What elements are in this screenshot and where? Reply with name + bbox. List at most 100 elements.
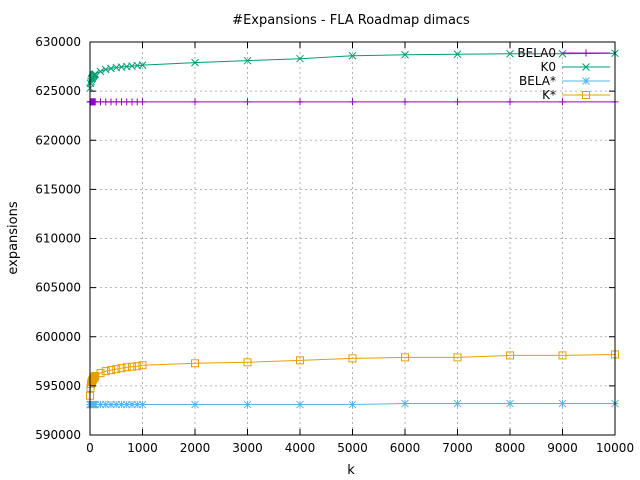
data-point [133, 362, 142, 371]
legend-entry: K0 [540, 60, 610, 74]
data-point [133, 400, 142, 409]
x-tick-label: 1000 [127, 441, 158, 455]
legend-marker [582, 63, 590, 71]
legend-marker [582, 91, 590, 99]
x-tick-label: 7000 [442, 441, 473, 455]
y-tick-label: 595000 [35, 379, 81, 393]
x-tick-label: 5000 [337, 441, 368, 455]
data-point [454, 98, 461, 106]
legend-label: K* [542, 88, 556, 102]
y-tick-label: 610000 [35, 232, 81, 246]
legend-label: BELA* [519, 74, 556, 88]
legend-entry: K* [542, 88, 610, 102]
axis-ticks: 0 1000 2000 3000 4000 5000 6000 7000 8000 9000 100… [35, 35, 634, 455]
data-point [191, 58, 199, 67]
series-layer [86, 49, 619, 409]
series-3 [86, 399, 619, 409]
data-point [128, 400, 136, 409]
data-point [506, 399, 514, 408]
x-tick-label: 0 [86, 441, 94, 455]
legend-entry: BELA* [519, 74, 610, 88]
data-point [296, 356, 304, 365]
y-tick-label: 605000 [35, 281, 81, 295]
data-point [453, 399, 462, 408]
y-tick-label: 600000 [35, 330, 81, 344]
data-point [401, 399, 409, 408]
data-point [349, 98, 356, 106]
legend-marker [582, 77, 590, 85]
data-point [101, 367, 110, 376]
data-point [401, 98, 409, 106]
data-point [91, 372, 100, 381]
data-point [128, 362, 136, 371]
data-point [558, 351, 567, 360]
data-point [117, 364, 126, 373]
grid [90, 42, 615, 435]
data-point [138, 361, 147, 370]
y-tick-label: 615000 [35, 182, 81, 196]
y-tick-label: 630000 [35, 35, 81, 49]
data-point [191, 359, 199, 368]
legend-marker [582, 49, 590, 57]
legend-entry: BELA0 [517, 46, 610, 60]
series-2 [86, 49, 619, 93]
legend-label: BELA0 [517, 46, 556, 60]
data-point [138, 61, 147, 69]
chart-title: #Expansions - FLA Roadmap dimacs [232, 13, 470, 28]
x-tick-label: 2000 [180, 441, 211, 455]
data-point [401, 50, 409, 59]
data-point [191, 400, 199, 409]
series-4 [86, 350, 619, 400]
data-point [138, 400, 147, 409]
x-axis-title: k [347, 463, 355, 478]
data-point [243, 400, 252, 409]
data-point [91, 400, 100, 409]
data-point [91, 70, 100, 78]
data-point [401, 353, 409, 362]
data-point [122, 400, 131, 409]
data-point [558, 49, 567, 58]
data-point [348, 400, 357, 409]
legend-label: K0 [540, 60, 556, 74]
data-point [559, 98, 566, 106]
data-point [453, 50, 462, 59]
x-tick-label: 9000 [547, 441, 578, 455]
data-point [243, 56, 252, 65]
data-point [139, 98, 146, 106]
data-point [112, 365, 121, 374]
data-point [101, 400, 110, 409]
data-point [96, 400, 105, 409]
x-tick-label: 6000 [390, 441, 421, 455]
x-tick-label: 8000 [495, 441, 526, 455]
data-point [107, 400, 115, 409]
x-tick-label: 10000 [596, 441, 634, 455]
data-point [96, 67, 105, 76]
data-point [453, 353, 462, 362]
data-point [244, 98, 251, 106]
data-point [558, 399, 567, 408]
x-tick-label: 4000 [285, 441, 316, 455]
data-point [348, 51, 357, 60]
data-point [296, 54, 304, 63]
data-point [296, 400, 304, 409]
data-point [243, 358, 252, 367]
data-point [191, 98, 199, 106]
data-point [348, 354, 357, 363]
y-axis-title: expansions [6, 201, 21, 274]
data-point [122, 363, 131, 372]
data-point [107, 366, 115, 375]
data-point [506, 49, 514, 58]
x-tick-label: 3000 [232, 441, 263, 455]
data-point [506, 98, 514, 106]
y-tick-label: 620000 [35, 133, 81, 147]
data-point [296, 98, 304, 106]
y-tick-label: 625000 [35, 84, 81, 98]
data-point [117, 400, 126, 409]
data-point [506, 351, 514, 360]
data-point [96, 369, 105, 378]
y-tick-label: 590000 [35, 428, 81, 442]
